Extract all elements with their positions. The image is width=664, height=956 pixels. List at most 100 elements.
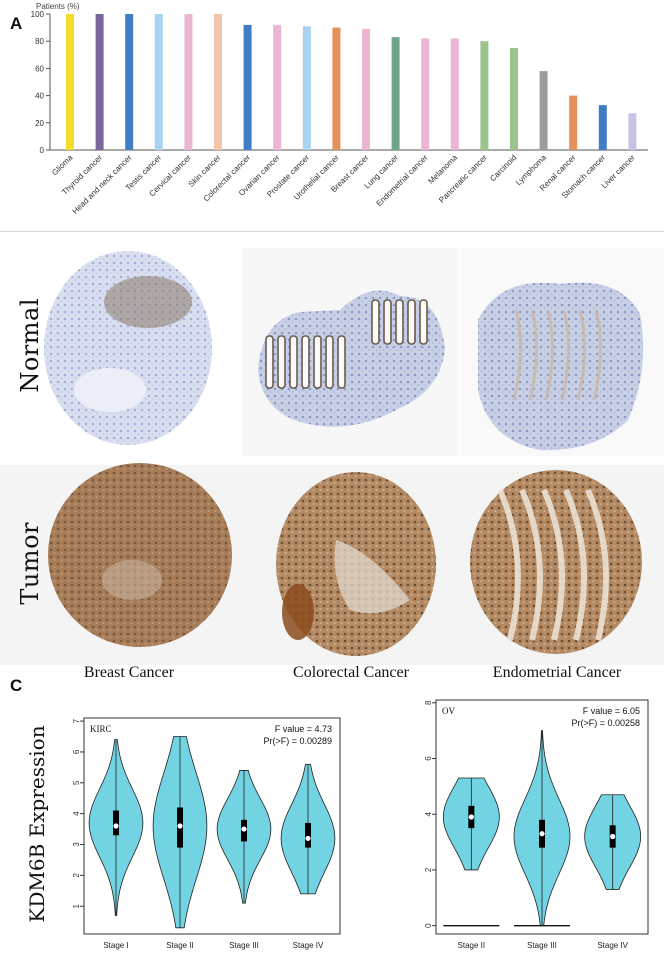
kirc-frame [83,717,341,935]
ov-y-tick-label: 0 [424,923,433,928]
tissue-breast-normal-fat [74,368,146,412]
bar-7 [273,24,282,151]
crypt-upper-0 [371,299,380,345]
y-tick-label: 80 [35,37,44,46]
kirc-y-tick-label: 5 [72,780,81,785]
crypt-6 [337,335,346,389]
ov-y-tick-label: 4 [424,811,433,816]
endometrial-gland-2 [544,309,554,401]
col-label-endometrial: Endometrial Cancer [492,664,622,681]
ov-f-value: F value = 6.05 [583,706,640,716]
kirc-median-3 [305,835,311,841]
bar-10 [362,28,370,150]
kirc-x-tick-label-1: Stage II [166,941,194,950]
y-tick-label: 40 [35,92,44,101]
endometrial-tumor-gap-2 [541,488,565,641]
bar-0 [66,14,74,150]
endometrial-gland-3 [560,309,570,401]
panel-letter-a: A [10,14,23,33]
crypt-upper-3 [407,299,416,345]
x-tick-label-0: Glioma [50,153,75,178]
tissue-breast-normal-glands [104,276,192,328]
ov-y-tick-label: 6 [424,756,433,761]
crypt-1 [277,335,286,389]
endometrial-gland-1 [528,309,538,401]
ov-frame [435,699,649,935]
crypt-0 [265,335,274,389]
endometrial-gland-4 [576,309,586,401]
violin-charts: KDM6B Expression KIRC F value = 4.73 Pr(>F)… [25,699,649,950]
tissue-breast-tumor [48,463,232,647]
ov-median-1 [539,831,545,837]
endometrial-gland-5 [592,309,602,401]
y-tick-label: 100 [31,10,45,19]
kirc-y-tick-label: 6 [72,749,81,754]
bar-13 [450,38,459,151]
y-tick-label: 60 [35,64,44,73]
kirc-median-0 [113,823,119,829]
panel-letter-c: C [10,676,23,695]
kirc-y-tick-label: 1 [72,903,81,908]
kirc-x-tick-label-2: Stage III [229,941,259,950]
kirc-x-tick-label-0: Stage I [103,941,128,950]
ov-p-value: Pr(>F) = 0.00258 [571,718,640,728]
bar-9 [332,27,341,151]
ov-y-tick-label: 8 [424,700,433,705]
bar-11 [391,37,400,151]
crypt-4 [313,335,322,389]
kirc-box-3 [305,822,311,848]
ov-y-tick-label: 2 [424,867,433,872]
tissue-colorectal-tumor-dark [282,584,314,640]
kirc-p-value: Pr(>F) = 0.00289 [263,736,332,746]
kirc-title: KIRC [90,724,112,734]
tissue-colorectal-tumor-stroma [334,540,410,614]
endometrial-tumor-gap-1 [519,488,543,641]
crypt-upper-4 [419,299,428,345]
ov-median-0 [468,814,474,820]
crypt-upper-1 [383,299,392,345]
kirc-y-tick-label: 7 [72,718,81,723]
bar-18 [598,105,607,150]
bar-2 [125,14,134,150]
bar-16 [539,71,548,150]
kirc-y-tick-label: 4 [72,811,81,816]
tissue-breast-tumor-stroma [102,560,162,600]
tissue-endometrial-normal [478,282,644,451]
y-tick-label: 0 [40,146,45,155]
violin-y-axis-label: KDM6B Expression [25,725,49,922]
col-label-breast: Breast Cancer [83,664,175,681]
ov-x-tick-label-1: Stage III [527,941,557,950]
col-label-colorectal: Colorectal Cancer [293,664,409,681]
bar-19 [628,113,637,150]
bar-14 [480,41,489,151]
bar-17 [569,95,578,150]
y-axis-label: Patients (%) [36,2,80,11]
ov-median-2 [610,833,616,840]
ov-x-tick-label-2: Stage IV [597,941,628,950]
bar-12 [421,38,430,151]
row-label-normal: Normal [16,298,44,393]
ov-x-tick-label-0: Stage II [458,941,486,950]
kirc-y-tick-label: 2 [72,873,81,878]
bar-15 [510,48,518,150]
kirc-y-tick-label: 3 [72,842,81,847]
bar-1 [95,14,104,150]
kirc-box-0 [113,810,119,836]
x-tick-label-12: Endometrial cancer [375,153,430,208]
y-tick-label: 20 [35,119,44,128]
bar-4 [184,14,193,150]
crypt-3 [301,335,310,389]
bar-6 [243,24,252,151]
bar-5 [214,14,222,150]
kirc-x-tick-label-3: Stage IV [293,941,324,950]
row-label-tumor: Tumor [16,522,44,605]
separator-a [0,231,664,232]
x-tick-label-15: Carcinoid [488,153,518,183]
crypt-2 [289,335,298,389]
bar-3 [154,14,163,150]
kirc-median-2 [241,826,247,832]
ihc-image-grid [0,240,664,676]
bar-8 [302,26,311,151]
endometrial-tumor-gap-3 [563,488,587,641]
